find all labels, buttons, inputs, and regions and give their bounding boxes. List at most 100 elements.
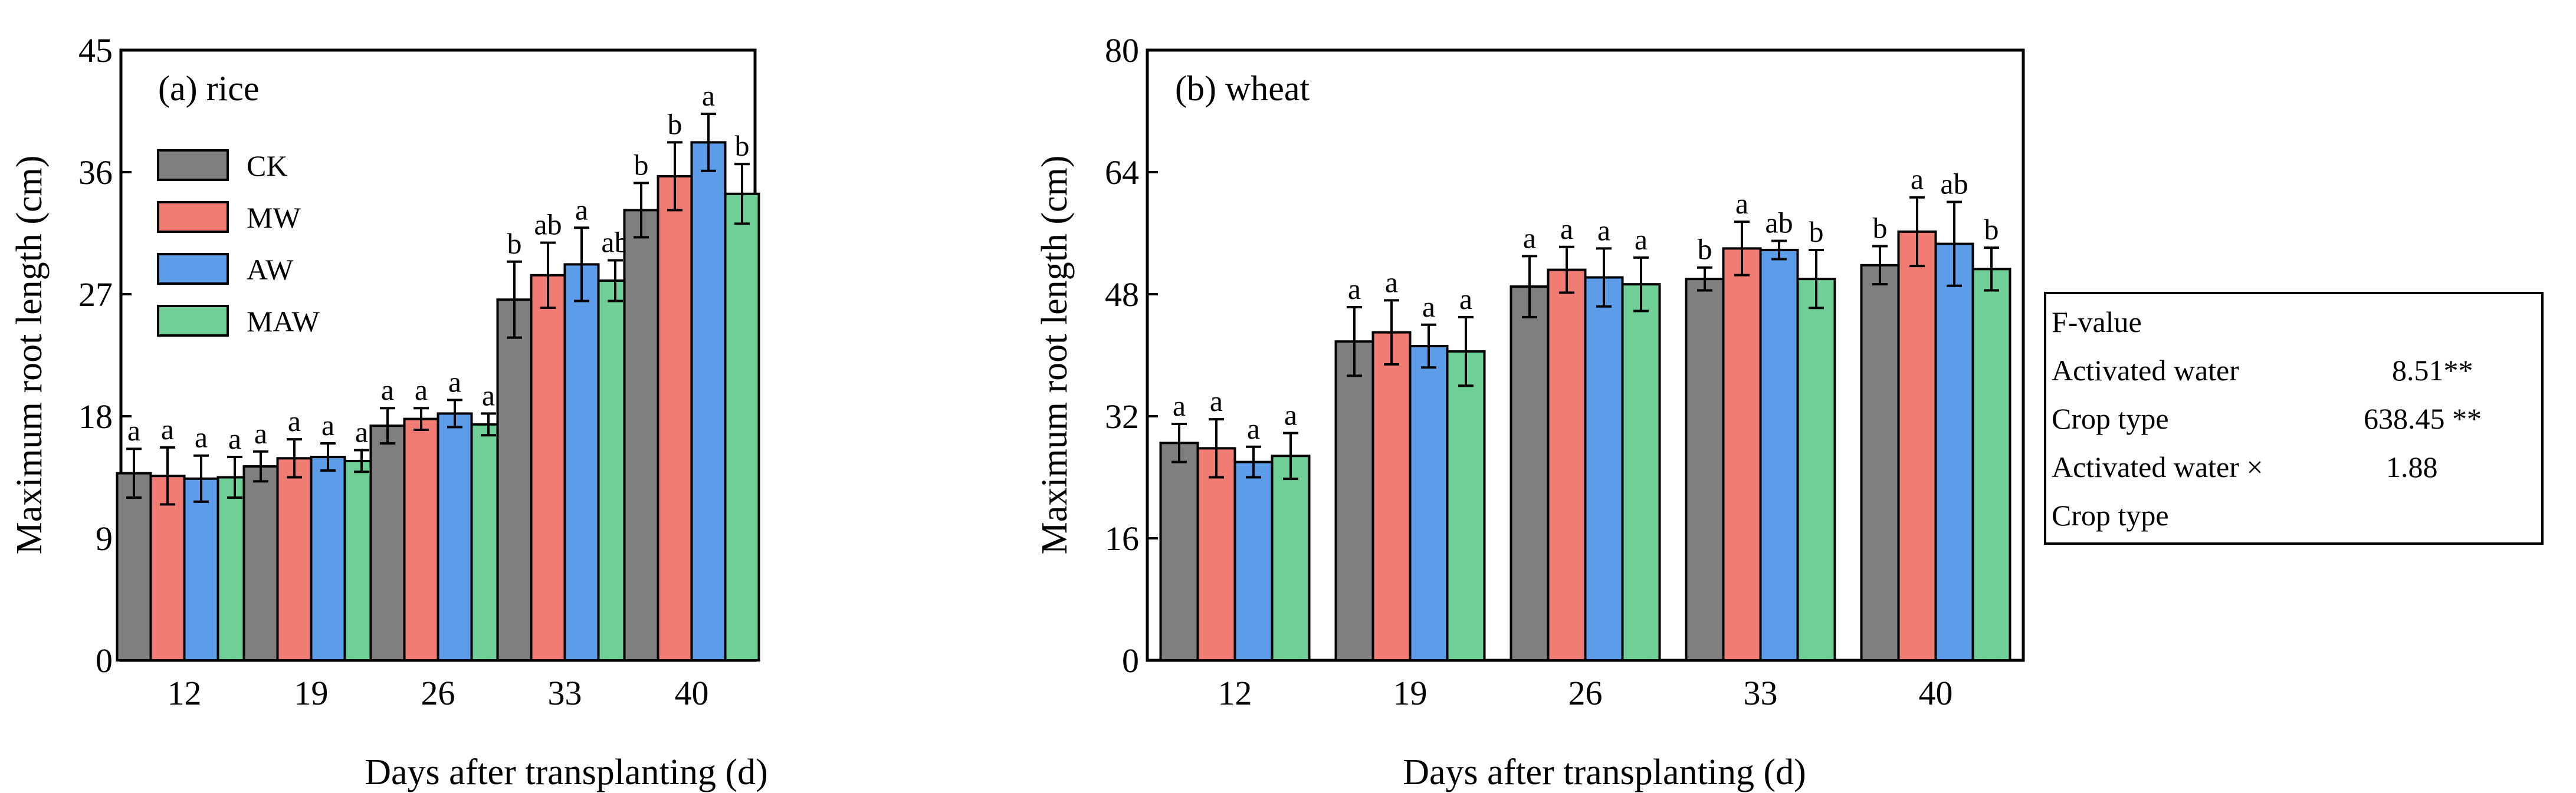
rice-panel-title: (a) rice xyxy=(158,69,260,108)
rice-bar-mw xyxy=(657,175,693,662)
rice-y-tick-label: 18 xyxy=(78,397,113,436)
wheat-significance-letter: b xyxy=(1873,211,1888,244)
wheat-significance-letter: b xyxy=(1809,215,1824,248)
wheat-y-tick-label: 80 xyxy=(1105,31,1139,70)
wheat-significance-letter: a xyxy=(1210,384,1223,417)
rice-bar-maw xyxy=(724,192,760,662)
wheat-bar-mw xyxy=(1722,247,1762,662)
wheat-bar-ck xyxy=(1685,278,1725,662)
rice-bar-ck xyxy=(116,472,152,662)
rice-x-axis-title: Days after transplanting (d) xyxy=(365,752,767,792)
wheat-significance-letter: ab xyxy=(1765,206,1793,239)
rice-significance-letter: b xyxy=(735,129,750,162)
rice-y-tick-label: 0 xyxy=(96,641,113,680)
rice-significance-letter: a xyxy=(161,413,174,446)
wheat-bar-maw xyxy=(1621,283,1661,662)
wheat-y-tick-label: 32 xyxy=(1105,397,1139,436)
legend-label-aw: AW xyxy=(247,253,294,286)
rice-significance-letter: a xyxy=(321,409,334,442)
stats-row-label: Crop type xyxy=(2052,499,2169,532)
rice-y-tick-label: 9 xyxy=(96,519,113,558)
wheat-significance-letter: a xyxy=(1523,221,1536,254)
wheat-bar-aw xyxy=(1934,242,1974,662)
rice-significance-letter: a xyxy=(355,416,368,449)
wheat-x-tick-label: 26 xyxy=(1568,674,1603,712)
rice-significance-letter: b xyxy=(634,148,649,181)
rice-bar-aw xyxy=(563,263,600,662)
rice-y-tick-label: 36 xyxy=(78,153,113,192)
wheat-significance-letter: a xyxy=(1459,282,1472,315)
legend: CK MW AW MAW xyxy=(157,149,320,338)
rice-bar-aw xyxy=(183,477,219,662)
wheat-bar-ck xyxy=(1509,285,1550,662)
wheat-y-tick-label: 48 xyxy=(1105,275,1139,314)
rice-y-axis-title: Maximum root length (cm) xyxy=(9,156,50,555)
rice-significance-letter: a xyxy=(228,422,241,455)
stats-row-label: Activated water xyxy=(2052,354,2239,387)
legend-label-maw: MAW xyxy=(247,305,320,338)
stats-row-value: 638.45 ** xyxy=(2364,402,2482,435)
wheat-bar-maw xyxy=(1796,278,1836,662)
wheat-bar-aw xyxy=(1409,344,1449,662)
rice-significance-letter: a xyxy=(415,373,428,406)
wheat-bar-maw xyxy=(1971,268,2011,662)
rice-bar-mw xyxy=(149,475,186,662)
rice-y-tick-label: 45 xyxy=(78,31,113,70)
wheat-y-axis-title: Maximum root length (cm) xyxy=(1035,156,1075,555)
legend-swatch-ck xyxy=(157,149,229,181)
wheat-bar-mw xyxy=(1547,268,1587,662)
stats-heading: F-value xyxy=(2052,305,2142,338)
wheat-significance-letter: a xyxy=(1348,272,1361,305)
wheat-bar-ck xyxy=(1159,442,1199,662)
wheat-y-tick-label: 16 xyxy=(1105,519,1139,558)
wheat-significance-letter: a xyxy=(1597,213,1610,246)
rice-significance-letter: a xyxy=(482,379,495,412)
wheat-panel-title: (b) wheat xyxy=(1175,69,1310,108)
legend-swatch-mw xyxy=(157,201,229,233)
wheat-significance-letter: ab xyxy=(1940,167,1968,200)
rice-x-tick-label: 40 xyxy=(675,674,709,712)
wheat-significance-letter: a xyxy=(1422,290,1435,323)
wheat-significance-letter: a xyxy=(1385,265,1398,298)
rice-significance-letter: a xyxy=(575,193,588,226)
wheat-x-tick-label: 19 xyxy=(1393,674,1428,712)
rice-bar-mw xyxy=(530,274,566,662)
wheat-significance-letter: b xyxy=(1984,213,1999,246)
legend-label-ck: CK xyxy=(247,149,287,182)
wheat-bar-mw xyxy=(1196,447,1236,662)
wheat-bar-maw xyxy=(1446,350,1486,662)
rice-bar-ck xyxy=(623,209,659,662)
wheat-bar-ck xyxy=(1334,340,1374,662)
rice-significance-letter: a xyxy=(381,373,394,406)
wheat-significance-letter: a xyxy=(1635,223,1648,256)
wheat-y-tick-label: 0 xyxy=(1122,641,1139,680)
stats-row-value: 8.51** xyxy=(2392,354,2473,387)
stats-box-frame xyxy=(2044,292,2544,545)
wheat-x-axis-title: Days after transplanting (d) xyxy=(1403,752,1806,792)
wheat-bar-aw xyxy=(1233,460,1274,662)
rice-bar-mw xyxy=(276,457,313,662)
wheat-significance-letter: b xyxy=(1698,233,1712,266)
rice-significance-letter: b xyxy=(668,107,682,140)
stats-row-label: Activated water × xyxy=(2052,450,2263,483)
rice-bar-ck xyxy=(369,425,406,662)
wheat-significance-letter: a xyxy=(1560,212,1573,245)
wheat-significance-letter: a xyxy=(1735,187,1748,220)
rice-significance-letter: a xyxy=(254,417,267,450)
rice-significance-letter: a xyxy=(448,365,461,398)
wheat-bar-maw xyxy=(1271,455,1311,662)
wheat-significance-letter: a xyxy=(1284,398,1297,431)
wheat-bar-mw xyxy=(1371,331,1412,662)
rice-bar-ck xyxy=(496,298,533,662)
rice-bar-mw xyxy=(403,417,439,662)
stats-row-value: 1.88 xyxy=(2386,450,2438,483)
wheat-significance-letter: a xyxy=(1911,163,1924,196)
wheat-x-tick-label: 33 xyxy=(1744,674,1778,712)
rice-bar-ck xyxy=(242,465,279,662)
rice-y-tick-label: 27 xyxy=(78,275,113,314)
